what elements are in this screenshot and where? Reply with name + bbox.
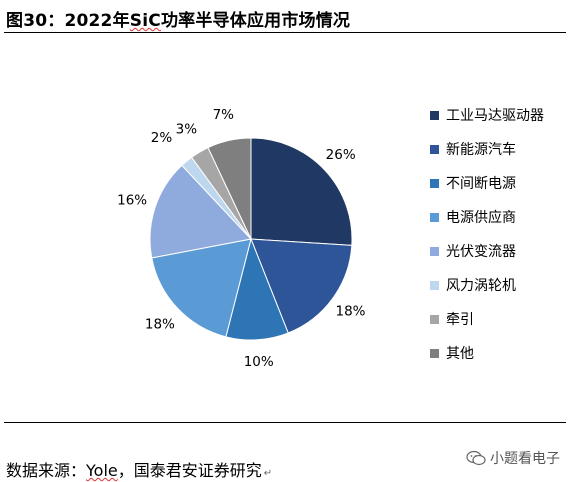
legend-item-7: 牵引	[430, 302, 544, 336]
pie-label-6: 2%	[151, 130, 173, 146]
pie-label-5: 16%	[117, 192, 147, 208]
legend-swatch	[430, 314, 439, 324]
legend-swatch	[430, 178, 439, 188]
title-suffix: 功率半导体应用市场情况	[160, 11, 351, 31]
legend-label: 工业马达驱动器	[446, 108, 544, 124]
chart-legend: 工业马达驱动器 新能源汽车不间断电源电源供应商光伏变流器风力涡轮机牵引其他	[430, 98, 544, 370]
pie-label-8: 7%	[213, 107, 235, 123]
legend-item-4: 电源供应商	[430, 200, 544, 234]
source-suffix: ，国泰君安证券研究	[117, 461, 262, 480]
pie-slice-1	[250, 137, 353, 246]
legend-label: 不间断电源	[446, 176, 516, 192]
legend-label: 牵引	[446, 312, 474, 328]
pie-label-2: 18%	[336, 303, 366, 319]
legend-label: 电源供应商	[446, 210, 516, 226]
return-mark: ↵	[263, 468, 273, 479]
legend-label: 光伏变流器	[446, 244, 516, 260]
wechat-icon	[466, 450, 486, 466]
legend-item-6: 风力涡轮机	[430, 268, 544, 302]
title-sic: SiC	[129, 11, 161, 31]
pie-slice-2	[250, 238, 353, 334]
pie-slice-5	[149, 164, 252, 259]
pie-slice-4	[151, 238, 252, 338]
title-prefix: 图30：2022年	[6, 11, 130, 31]
top-rule	[4, 32, 566, 33]
legend-label: 风力涡轮机	[446, 278, 516, 294]
watermark-text: 小题看电子	[490, 451, 560, 467]
legend-swatch	[430, 212, 439, 222]
legend-item-8: 其他	[430, 336, 544, 370]
legend-label: 新能源汽车	[446, 142, 516, 158]
pie-slices	[149, 137, 353, 341]
pie-label-7: 3%	[176, 122, 198, 138]
legend-swatch	[430, 144, 439, 154]
legend-item-2: 新能源汽车	[430, 132, 544, 166]
pie-label-1: 26%	[326, 147, 356, 163]
pie-slice-8	[207, 137, 252, 240]
pie-label-4: 18%	[145, 317, 175, 333]
legend-label: 其他	[446, 346, 474, 362]
legend-swatch	[430, 348, 439, 358]
legend-swatch	[430, 246, 439, 256]
source-yole: Yole	[86, 461, 118, 480]
pie-label-3: 10%	[244, 354, 274, 370]
source-note: 数据来源：Yole，国泰君安证券研究 ↵	[6, 457, 272, 481]
bottom-rule	[4, 422, 566, 423]
legend-swatch	[430, 280, 439, 290]
pie-chart: 26% 18% 10% 18% 16% 2%3% 7%	[117, 107, 366, 370]
legend-item-1: 工业马达驱动器	[430, 98, 544, 132]
watermark: 小题看电子	[466, 448, 560, 468]
source-prefix: 数据来源：	[6, 461, 87, 480]
legend-item-5: 光伏变流器	[430, 234, 544, 268]
legend-item-3: 不间断电源	[430, 166, 544, 200]
legend-swatch	[430, 110, 439, 120]
pie-labels: 26% 18% 10% 18% 16% 2%3% 7%	[117, 107, 366, 370]
chart-title: 图30：2022年SiC功率半导体应用市场情况	[6, 6, 350, 31]
